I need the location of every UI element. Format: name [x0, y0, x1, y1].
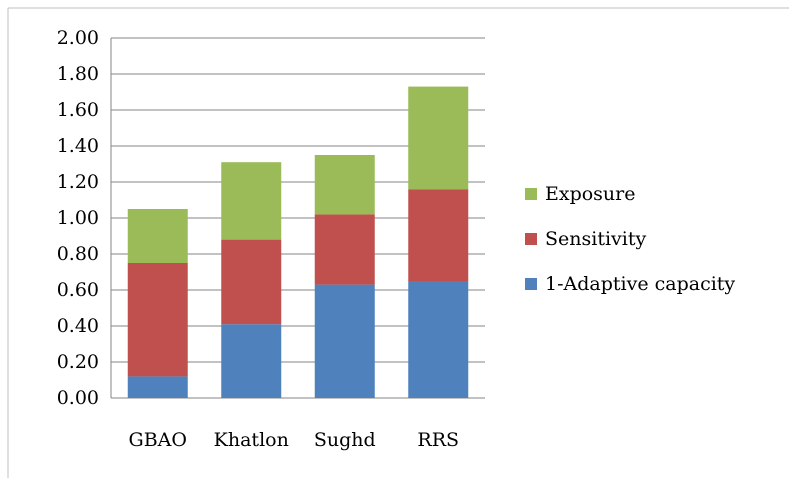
y-tick-label: 1.40 — [57, 135, 99, 157]
y-tick-label: 1.60 — [57, 99, 99, 121]
y-tick-label: 1.80 — [57, 63, 99, 85]
bar-segment-exposure-gbao — [127, 209, 188, 263]
bar-segment-1-adaptive-capacity-gbao — [127, 376, 188, 398]
legend-swatch — [525, 233, 537, 245]
bar-segment-1-adaptive-capacity-khatlon — [221, 324, 282, 398]
bars — [127, 86, 469, 398]
y-tick-label: 1.00 — [57, 207, 99, 229]
x-category-label: GBAO — [129, 429, 187, 451]
bar-segment-1-adaptive-capacity-rrs — [408, 281, 469, 398]
x-category-label: Sughd — [314, 429, 376, 451]
bar-segment-exposure-rrs — [408, 86, 469, 190]
legend-label: Exposure — [545, 183, 636, 205]
y-tick-label: 0.40 — [57, 315, 99, 337]
legend: Exposure Sensitivity 1-Adaptive capacity — [525, 183, 735, 295]
axes: 0.00 0.20 0.40 0.60 0.80 1.00 1.20 1.40 1.60 1.80… — [57, 27, 459, 451]
y-tick-label: 0.20 — [57, 351, 99, 373]
bar-segment-sensitivity-sughd — [314, 214, 375, 285]
y-tick-label: 0.60 — [57, 279, 99, 301]
bar-segment-sensitivity-gbao — [127, 263, 188, 377]
bar-segment-1-adaptive-capacity-sughd — [314, 284, 375, 398]
y-tick-label: 1.20 — [57, 171, 99, 193]
y-tick-label: 0.00 — [57, 387, 99, 409]
bar-segment-exposure-sughd — [314, 155, 375, 215]
legend-swatch — [525, 188, 537, 200]
legend-label: Sensitivity — [545, 228, 646, 250]
bar-segment-sensitivity-rrs — [408, 189, 469, 281]
bar-segment-exposure-khatlon — [221, 162, 282, 240]
x-category-label: RRS — [417, 429, 459, 451]
y-tick-label: 0.80 — [57, 243, 99, 265]
legend-swatch — [525, 278, 537, 290]
x-category-label: Khatlon — [214, 429, 289, 451]
bar-segment-sensitivity-khatlon — [221, 239, 282, 325]
y-tick-label: 2.00 — [57, 27, 99, 49]
legend-label: 1-Adaptive capacity — [545, 273, 735, 295]
